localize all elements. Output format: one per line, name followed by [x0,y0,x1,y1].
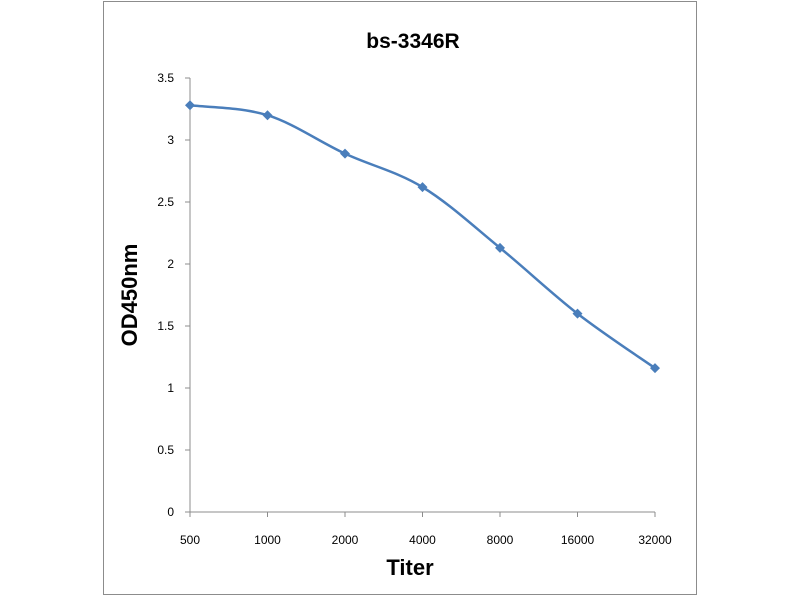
y-axis-title: OD450nm [117,244,142,347]
y-tick-label: 3 [167,133,174,147]
x-axis-title: Titer [386,555,434,580]
series-layer [185,100,660,374]
x-tick-label: 1000 [254,533,281,547]
x-tick-label: 2000 [332,533,359,547]
y-tick-label: 2 [167,257,174,271]
x-tick-label: 16000 [561,533,595,547]
y-tick-label: 0.5 [157,443,174,457]
x-tick-label: 8000 [487,533,514,547]
y-tick-label: 2.5 [157,195,174,209]
data-point [650,363,660,374]
data-point [572,308,583,319]
x-ticks: 500 1000 2000 4000 8000 16000 32000 [180,512,672,547]
chart-frame [103,1,697,595]
x-tick-label: 500 [180,533,200,547]
chart-title: bs-3346R [366,30,459,53]
data-point [417,182,428,193]
y-tick-label: 0 [167,505,174,519]
data-point [495,242,505,253]
series-line [189,104,656,370]
data-point [185,100,195,111]
y-tick-label: 1 [167,381,174,395]
y-tick-label: 3.5 [157,71,174,85]
y-ticks: 0 0.5 1 1.5 2 2.5 3 3.5 [157,71,190,519]
x-tick-label: 4000 [409,533,436,547]
data-point [262,110,273,121]
y-tick-label: 1.5 [157,319,174,333]
x-tick-label: 32000 [638,533,672,547]
data-point [340,148,350,159]
